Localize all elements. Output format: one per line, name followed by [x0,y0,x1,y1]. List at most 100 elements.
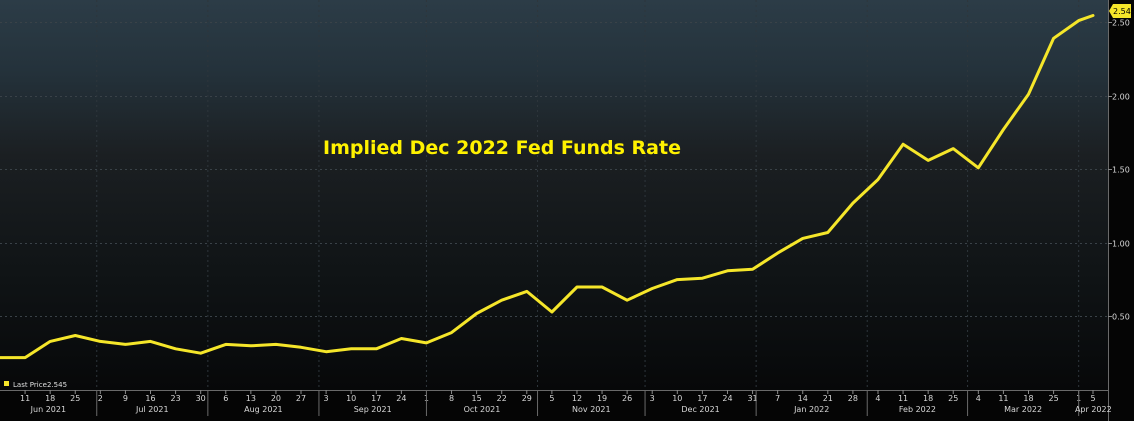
x-tick-label: 15 [472,394,482,403]
data-point [149,340,152,343]
data-point [375,348,378,350]
data-point [174,348,177,350]
data-point [300,346,302,349]
x-month-label: Dec 2021 [681,405,719,414]
data-point [526,290,528,293]
last-value-label: 2.545 [1113,7,1134,16]
x-tick-label: 4 [875,394,880,403]
data-point [676,278,679,281]
last-value-marker: 2.545 [1109,4,1134,18]
legend-label: Last Price [13,381,47,389]
x-month-label: Feb 2022 [899,405,936,414]
x-tick-label: 2 [98,394,103,403]
x-tick-label: 26 [622,394,632,403]
x-tick-label: 11 [20,394,30,403]
data-point [124,343,127,346]
data-point [500,299,503,302]
x-tick-label: 8 [449,394,454,403]
data-point [827,231,829,234]
data-point [852,202,854,204]
x-axis-ticks: 1118252916233061320273101724181522295121… [20,390,1112,416]
data-point [350,348,353,350]
x-tick-label: 5 [1090,394,1095,403]
x-tick-label: 24 [722,394,732,403]
y-tick-label: 2.50 [1112,19,1130,28]
x-tick-label: 11 [898,394,908,403]
last-value-tag [1109,4,1131,18]
data-point [99,340,102,343]
data-point [902,143,904,145]
x-tick-label: 14 [798,394,808,403]
x-tick-label: 11 [998,394,1008,403]
x-month-label: Aug 2021 [244,405,283,414]
data-point [701,277,704,280]
x-tick-label: 23 [171,394,181,403]
x-tick-label: 18 [923,394,933,403]
data-point [400,337,403,340]
y-axis-ticks: 0.50 1.00 1.50 2.00 2.50 [1108,19,1130,322]
x-tick-label: 27 [296,394,306,403]
data-point [74,334,77,337]
y-tick-label: 2.00 [1112,93,1130,102]
data-point [626,299,628,302]
x-month-label: Jul 2021 [135,405,169,414]
data-point [475,312,478,315]
x-tick-label: 5 [549,394,554,403]
data-point [0,356,1,359]
x-tick-label: 4 [976,394,981,403]
x-tick-label: 7 [775,394,780,403]
x-month-label: Nov 2021 [572,405,611,414]
x-tick-label: 20 [271,394,281,403]
series-group [0,14,1095,360]
x-month-label: Apr 2022 [1075,405,1112,414]
x-tick-label: 12 [572,394,582,403]
x-tick-label: 3 [650,394,655,403]
y-tick-label: 0.50 [1112,313,1130,322]
data-point [325,350,327,353]
x-tick-label: 24 [396,394,406,403]
data-point [927,159,929,162]
y-tick-label: 1.00 [1112,240,1130,249]
data-point [250,345,252,347]
x-tick-label: 31 [747,394,757,403]
data-point [551,311,553,313]
x-tick-label: 30 [196,394,206,403]
x-tick-label: 19 [597,394,607,403]
x-tick-label: 28 [848,394,858,403]
x-tick-label: 25 [1048,394,1058,403]
x-tick-label: 18 [45,394,55,403]
data-point [225,343,227,346]
data-point [1027,93,1030,95]
x-tick-label: 3 [324,394,329,403]
data-point [199,352,202,355]
data-point [726,270,729,272]
data-point [751,268,754,271]
x-tick-label: 29 [522,394,532,403]
data-point [275,343,277,346]
x-tick-label: 10 [672,394,682,403]
x-tick-label: 13 [246,394,256,403]
x-tick-label: 10 [346,394,356,403]
data-point [576,286,578,288]
plot-background [0,0,1108,390]
data-point [601,286,603,288]
x-tick-label: 16 [145,394,155,403]
data-point [425,342,428,344]
x-tick-label: 17 [697,394,707,403]
x-tick-label: 25 [948,394,958,403]
y-axis-panel [1108,0,1134,421]
legend-value: 2.545 [47,381,67,389]
data-point [952,147,954,150]
x-tick-label: 25 [70,394,80,403]
data-point [801,237,804,240]
x-month-label: Jan 2022 [793,405,829,414]
x-tick-label: 21 [823,394,833,403]
x-month-label: Oct 2021 [464,405,501,414]
x-gridlines [96,0,1080,390]
x-tick-label: 17 [371,394,381,403]
data-point [24,356,26,359]
x-tick-label: 18 [1023,394,1033,403]
data-point [49,340,51,343]
legend-swatch [4,381,9,386]
